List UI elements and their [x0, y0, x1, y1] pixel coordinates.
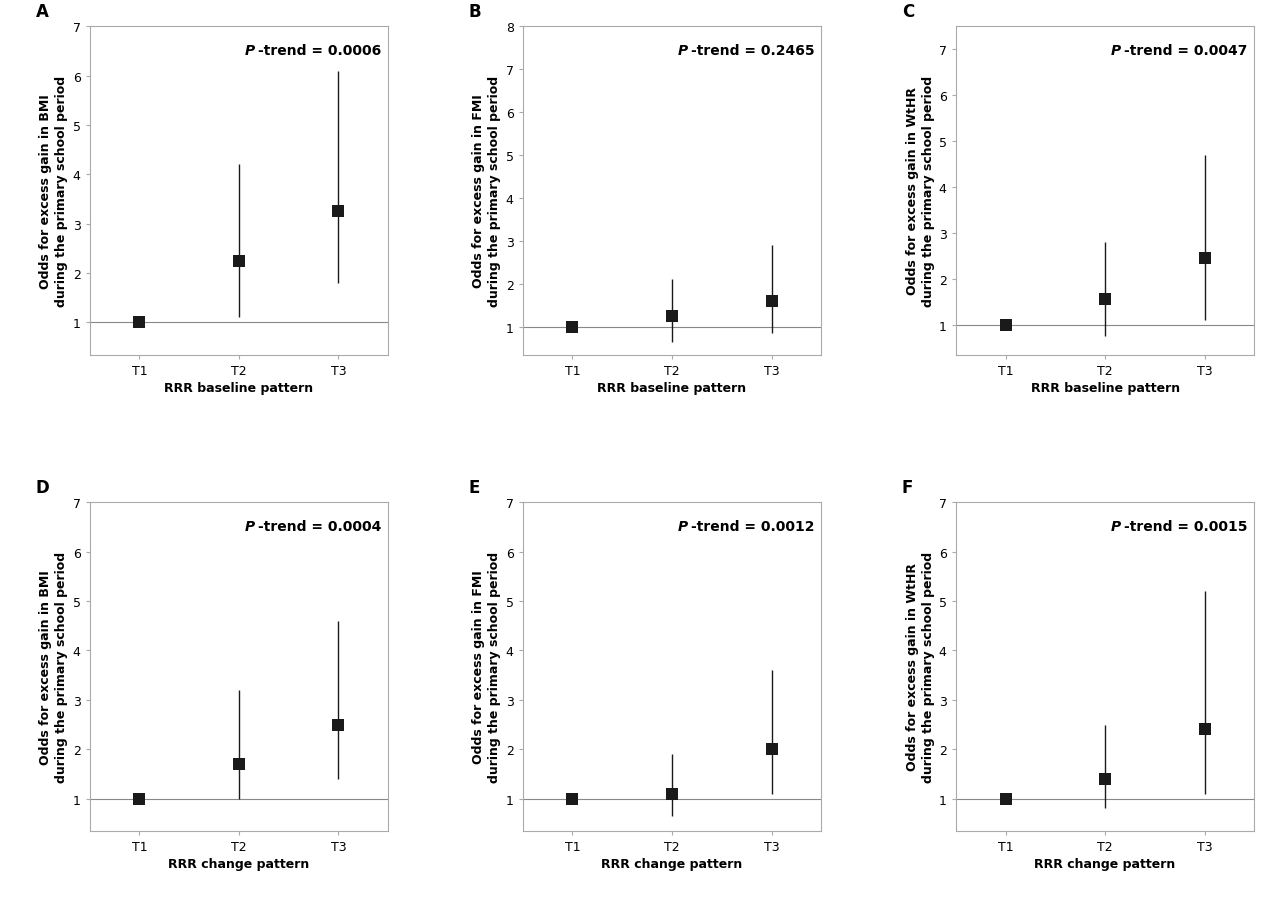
Text: -trend = 0.2465: -trend = 0.2465 — [691, 43, 815, 58]
Text: B: B — [468, 3, 481, 21]
Text: P: P — [1111, 519, 1121, 533]
Text: P: P — [678, 519, 689, 533]
Y-axis label: Odds for excess gain in BMI
during the primary school period: Odds for excess gain in BMI during the p… — [40, 76, 68, 306]
X-axis label: RRR change pattern: RRR change pattern — [168, 857, 310, 870]
Y-axis label: Odds for excess gain in FMI
during the primary school period: Odds for excess gain in FMI during the p… — [472, 552, 502, 782]
Text: D: D — [36, 479, 50, 496]
X-axis label: RRR baseline pattern: RRR baseline pattern — [164, 381, 314, 395]
X-axis label: RRR change pattern: RRR change pattern — [1034, 857, 1176, 870]
X-axis label: RRR change pattern: RRR change pattern — [602, 857, 742, 870]
Text: -trend = 0.0006: -trend = 0.0006 — [259, 43, 381, 58]
Text: C: C — [902, 3, 914, 21]
Text: E: E — [468, 479, 480, 496]
X-axis label: RRR baseline pattern: RRR baseline pattern — [1030, 381, 1180, 395]
Y-axis label: Odds for excess gain in WtHR
during the primary school period: Odds for excess gain in WtHR during the … — [905, 76, 934, 306]
Text: -trend = 0.0004: -trend = 0.0004 — [259, 519, 381, 533]
Text: F: F — [902, 479, 914, 496]
Text: P: P — [678, 43, 689, 58]
Text: P: P — [1111, 43, 1121, 58]
X-axis label: RRR baseline pattern: RRR baseline pattern — [598, 381, 746, 395]
Text: -trend = 0.0015: -trend = 0.0015 — [1125, 519, 1248, 533]
Text: -trend = 0.0047: -trend = 0.0047 — [1125, 43, 1248, 58]
Y-axis label: Odds for excess gain in BMI
during the primary school period: Odds for excess gain in BMI during the p… — [40, 552, 68, 782]
Text: P: P — [244, 43, 255, 58]
Y-axis label: Odds for excess gain in WtHR
during the primary school period: Odds for excess gain in WtHR during the … — [905, 552, 934, 782]
Text: A: A — [36, 3, 49, 21]
Text: P: P — [244, 519, 255, 533]
Y-axis label: Odds for excess gain in FMI
during the primary school period: Odds for excess gain in FMI during the p… — [472, 76, 502, 306]
Text: -trend = 0.0012: -trend = 0.0012 — [691, 519, 815, 533]
